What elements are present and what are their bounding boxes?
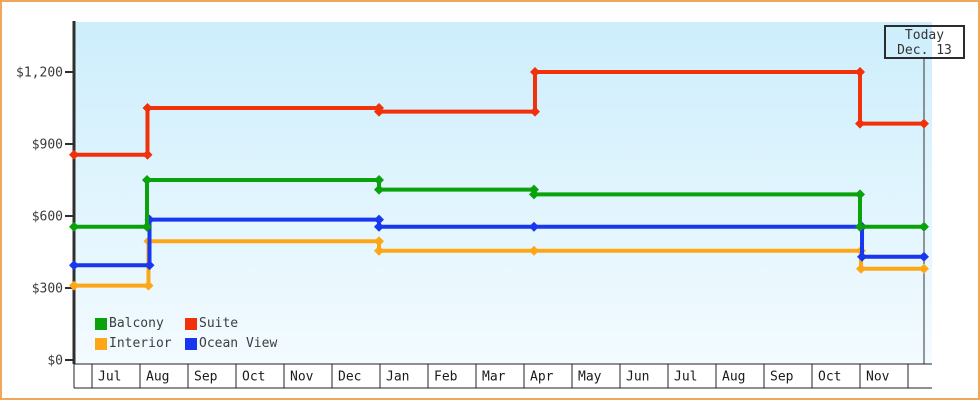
suite-marker (142, 103, 153, 113)
balcony-marker (855, 221, 865, 232)
balcony-marker (918, 221, 929, 232)
month-label-sep-2: Sep (194, 370, 218, 385)
interior-marker (69, 280, 79, 291)
balcony-marker (373, 184, 384, 195)
month-label-nov-4: Nov (290, 370, 314, 385)
interior-marker (373, 236, 384, 247)
today-box-line1: Today (904, 28, 945, 43)
month-label-apr-9: Apr (530, 370, 554, 385)
balcony-series (69, 175, 929, 232)
ocean-view-marker (528, 221, 539, 232)
y-axis-label: $900 (32, 138, 63, 153)
month-label-nov-16: Nov (866, 370, 890, 385)
interior-marker (373, 245, 384, 256)
ocean-view-marker (373, 221, 384, 232)
suite-marker (918, 118, 929, 129)
month-label-jun-11: Jun (626, 370, 649, 385)
suite-marker (142, 149, 153, 160)
legend-label-ocean-view: Ocean View (199, 336, 278, 351)
legend-label-interior: Interior (109, 336, 172, 351)
legend-item-suite: Suite (185, 316, 277, 331)
ocean-view-marker (144, 260, 155, 271)
suite-series (69, 67, 929, 160)
suite-marker (373, 106, 384, 117)
legend-label-balcony: Balcony (109, 316, 164, 331)
interior-marker (143, 280, 154, 291)
balcony-marker (373, 175, 384, 185)
month-label-sep-14: Sep (770, 370, 794, 385)
chart-legend: Balcony Suite Interior Ocean View (95, 316, 278, 351)
balcony-line (74, 178, 924, 229)
balcony-marker (142, 221, 153, 232)
y-axis-label: $0 (47, 354, 63, 369)
month-label-aug-1: Aug (146, 370, 169, 385)
legend-item-ocean-view: Ocean View (185, 336, 278, 351)
balcony-marker (142, 175, 153, 185)
ocean-view-marker (69, 260, 79, 271)
y-axis-label: $600 (32, 210, 63, 225)
y-axis-label: $1,200 (16, 66, 63, 81)
month-label-dec-5: Dec (338, 370, 361, 385)
y-axis-label: $300 (32, 282, 63, 297)
month-label-jul-0: Jul (98, 370, 121, 385)
balcony-marker (69, 221, 79, 232)
balcony-marker (528, 189, 539, 200)
interior-marker (856, 263, 867, 274)
month-label-mar-8: Mar (482, 370, 506, 385)
interior-series (69, 236, 929, 291)
suite-marker (529, 106, 540, 117)
interior-marker (528, 245, 539, 256)
suite-line (74, 70, 924, 157)
today-box: Today Dec. 13 (884, 25, 965, 59)
ocean-view-marker (857, 251, 868, 262)
today-box-line2: Dec. 13 (897, 43, 952, 58)
month-label-oct-3: Oct (242, 370, 265, 385)
suite-marker (855, 67, 865, 77)
month-label-may-10: May (578, 370, 602, 385)
month-label-aug-13: Aug (722, 370, 745, 385)
balcony-marker (855, 189, 865, 200)
ocean-view-marker (373, 214, 384, 225)
month-label-jan-6: Jan (386, 370, 409, 385)
legend-swatch-balcony (95, 317, 107, 330)
legend-item-interior: Interior (95, 336, 185, 351)
suite-marker (529, 67, 540, 77)
legend-swatch-suite (185, 317, 197, 330)
legend-label-suite: Suite (199, 316, 239, 331)
month-label-oct-15: Oct (818, 370, 841, 385)
legend-swatch-ocean-view (185, 337, 197, 350)
month-label-jul-12: Jul (674, 370, 697, 385)
month-label-feb-7: Feb (434, 370, 458, 385)
suite-marker (69, 149, 79, 160)
ocean-view-marker (918, 251, 929, 262)
interior-marker (918, 263, 929, 274)
suite-marker (855, 118, 865, 129)
legend-item-balcony: Balcony (95, 316, 185, 331)
legend-swatch-interior (95, 337, 107, 350)
